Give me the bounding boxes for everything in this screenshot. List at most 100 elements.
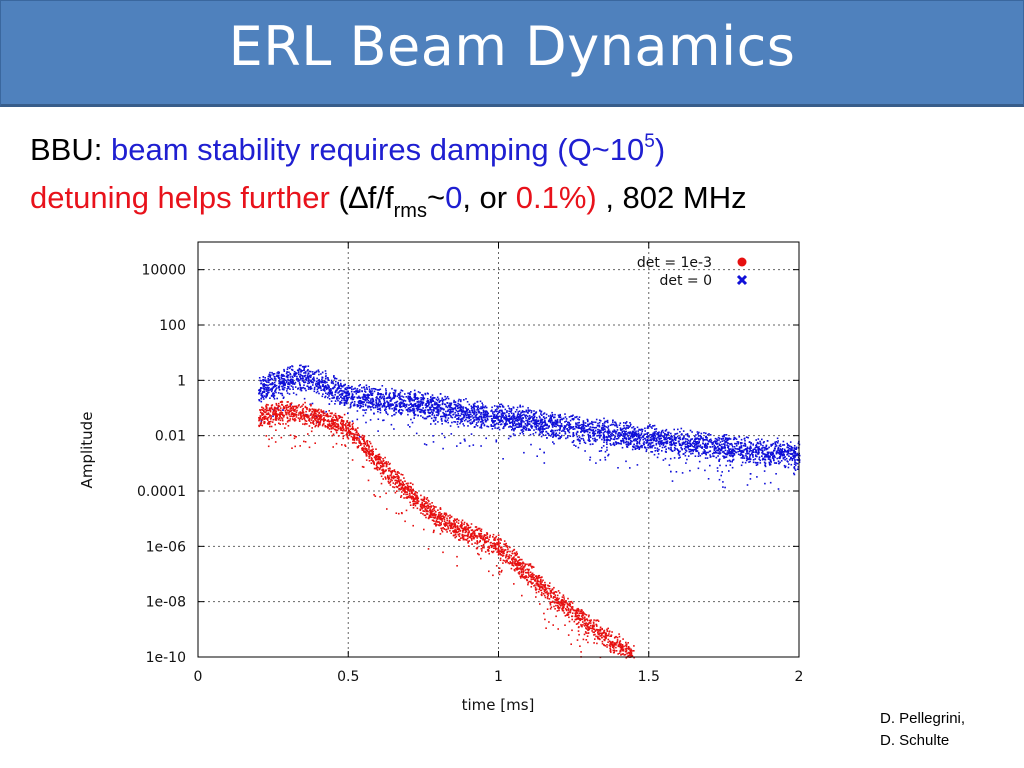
data-point xyxy=(485,419,488,422)
data-point xyxy=(602,432,605,434)
data-point xyxy=(326,377,329,379)
data-point xyxy=(706,446,709,448)
data-point xyxy=(723,452,726,454)
data-point xyxy=(525,419,527,422)
data-point xyxy=(313,417,315,419)
data-point xyxy=(609,436,612,438)
data-point xyxy=(535,416,538,419)
data-point xyxy=(541,420,543,422)
data-point xyxy=(722,455,724,457)
data-point xyxy=(772,442,774,445)
data-point xyxy=(292,412,295,415)
data-point xyxy=(503,423,506,425)
data-point xyxy=(695,447,697,450)
data-point xyxy=(554,433,557,435)
data-point xyxy=(684,441,686,444)
data-point xyxy=(307,376,309,379)
data-point xyxy=(652,444,655,447)
data-point xyxy=(731,460,733,463)
data-point xyxy=(602,445,605,447)
data-point xyxy=(462,410,465,413)
data-point xyxy=(553,425,556,427)
data-point xyxy=(340,393,343,395)
data-point xyxy=(673,446,676,449)
data-point xyxy=(762,444,764,447)
data-point xyxy=(325,384,327,387)
data-point xyxy=(262,387,264,389)
data-point xyxy=(288,383,290,385)
data-point xyxy=(605,441,608,444)
data-point xyxy=(611,432,613,434)
data-point xyxy=(496,417,499,419)
data-point xyxy=(289,366,292,368)
data-point xyxy=(518,410,521,412)
data-point xyxy=(556,420,559,422)
data-point xyxy=(568,416,571,418)
data-point xyxy=(455,403,457,406)
data-point xyxy=(523,427,526,430)
data-point xyxy=(445,410,447,413)
data-point xyxy=(266,394,268,397)
data-point xyxy=(361,390,363,393)
series-det-0-points xyxy=(258,364,801,490)
data-point xyxy=(686,458,688,461)
data-point xyxy=(447,414,449,416)
data-point xyxy=(594,440,597,443)
data-point xyxy=(352,393,354,396)
data-point xyxy=(742,455,745,457)
data-point xyxy=(509,411,512,413)
data-point xyxy=(719,441,722,443)
data-point xyxy=(633,443,635,446)
data-point xyxy=(574,613,577,616)
data-point xyxy=(371,388,373,390)
data-point xyxy=(740,452,742,455)
data-point xyxy=(588,423,591,426)
data-point xyxy=(683,435,685,438)
data-point xyxy=(484,413,486,415)
data-point xyxy=(668,436,670,439)
data-point xyxy=(303,366,305,369)
data-point xyxy=(496,427,499,430)
data-point xyxy=(753,448,756,450)
data-point xyxy=(484,405,487,407)
data-point xyxy=(735,445,738,447)
data-point xyxy=(422,410,424,412)
data-point xyxy=(597,430,599,433)
data-point xyxy=(584,450,586,452)
data-point xyxy=(362,414,365,417)
data-point xyxy=(351,385,353,388)
data-point xyxy=(686,441,689,443)
data-point xyxy=(594,429,597,432)
data-point xyxy=(679,456,681,459)
data-point xyxy=(456,528,459,530)
data-point xyxy=(300,364,302,367)
data-point xyxy=(675,437,678,439)
data-point xyxy=(725,440,727,443)
data-point xyxy=(550,430,552,432)
data-point xyxy=(391,387,393,390)
data-point xyxy=(310,387,313,390)
data-point xyxy=(439,400,442,402)
data-point xyxy=(641,446,643,449)
data-point xyxy=(485,437,487,440)
data-point xyxy=(716,449,719,452)
data-point xyxy=(383,398,385,400)
data-point xyxy=(502,458,504,460)
data-point xyxy=(337,392,339,394)
data-point xyxy=(286,390,288,392)
data-point xyxy=(674,436,676,439)
data-point xyxy=(398,394,401,397)
data-point xyxy=(635,435,638,438)
data-point xyxy=(563,600,566,602)
data-point xyxy=(422,407,424,409)
data-point xyxy=(705,435,707,438)
data-point xyxy=(433,520,435,522)
data-point xyxy=(398,488,400,490)
data-point xyxy=(479,426,481,429)
data-point xyxy=(387,401,389,404)
data-point xyxy=(375,464,378,467)
data-point xyxy=(475,416,478,418)
data-point xyxy=(486,417,489,420)
data-point xyxy=(354,404,356,407)
data-point xyxy=(448,521,451,524)
